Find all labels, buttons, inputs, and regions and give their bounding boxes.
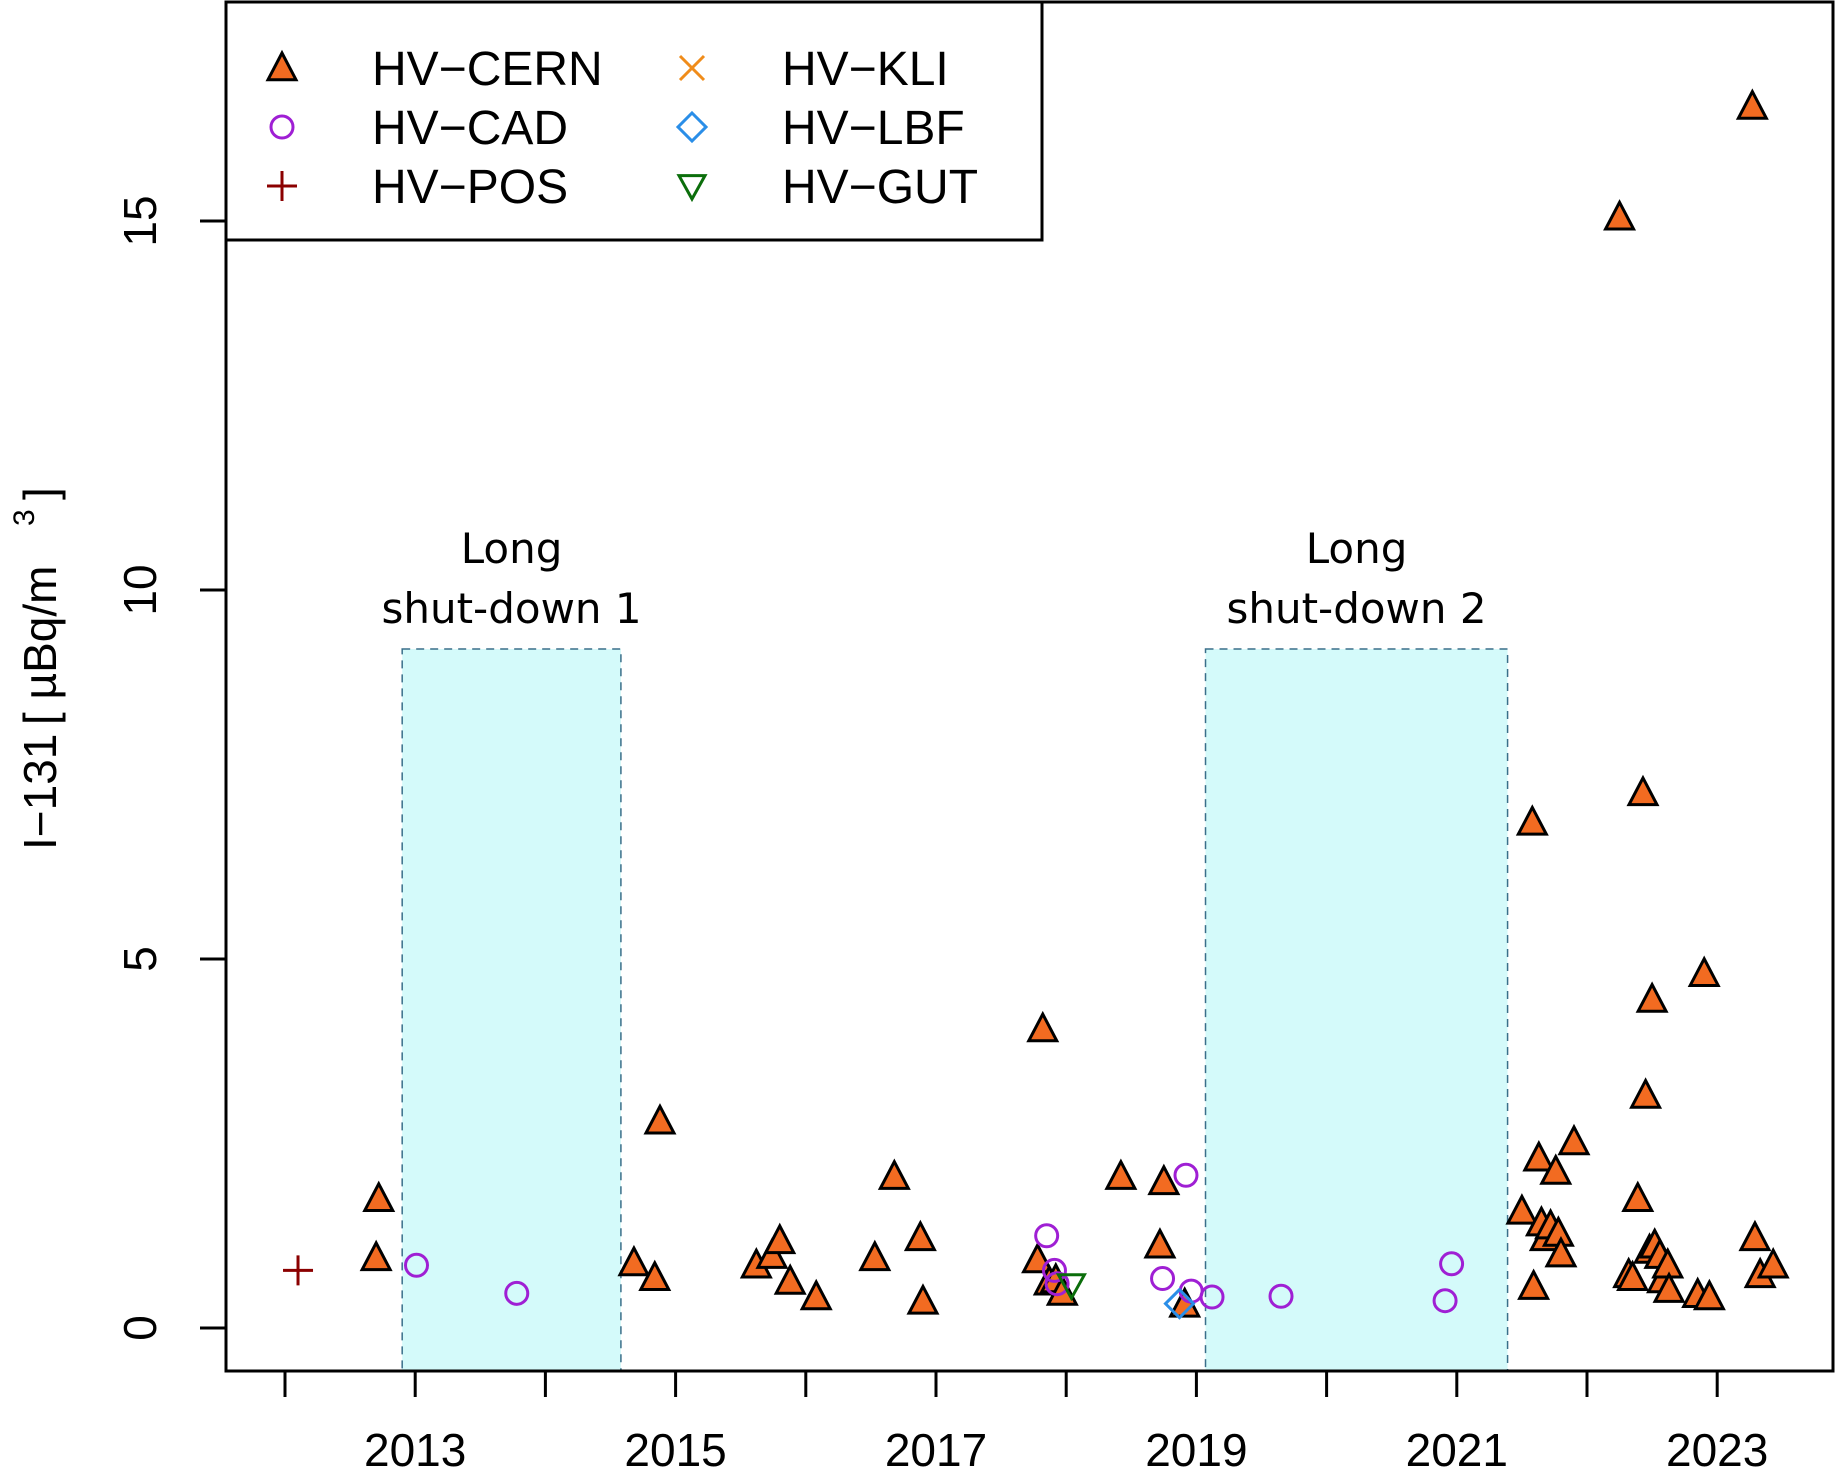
data-point-hvcern [1544,1235,1578,1268]
x-tick-label: 2023 [1666,1424,1768,1476]
data-point-hvcad [1432,1288,1458,1314]
shutdown-label-line1: Long [1306,524,1408,573]
data-point-hvcern [362,1180,396,1213]
data-point-hvcern [799,1278,833,1311]
data-point-hvcern [1143,1227,1177,1259]
data-point-hvcern [877,1158,911,1190]
data-point-hvcern [617,1244,651,1277]
data-point-hvcern [638,1259,672,1292]
data-point-hvcad [1044,1271,1070,1297]
data-point-hvcad [1439,1251,1465,1277]
legend-marker [269,114,295,140]
data-point-hvcern [1735,88,1769,120]
data-point-hvcern [1652,1271,1686,1303]
y-tick-label: 0 [114,1315,166,1341]
data-point-hvlbf [1163,1287,1196,1320]
legend-label: HV−LBF [782,102,965,155]
legend-label: HV−POS [372,161,568,214]
data-point-hvcern [359,1239,393,1272]
y-axis-title-main: I−131 [14,734,66,850]
legend-marker [265,49,299,82]
legend-marker [676,174,708,203]
y-tick-label: 15 [114,195,166,246]
data-point-hvcern [1026,1010,1060,1043]
legend-label: HV−CERN [372,43,603,96]
data-point-hvcad [1041,1257,1067,1283]
shutdown-region-2 [1204,648,1509,1372]
data-point-hvcern [1687,955,1721,987]
y-axis-title: I−131 [ µBq/m 3 ] [8,487,66,850]
data-point-hvcad [404,1252,430,1278]
data-point-hvcad [1173,1162,1199,1188]
x-tick-label: 2019 [1145,1424,1247,1476]
data-point-hvcern [1522,1140,1556,1172]
data-point-hvcad [504,1280,530,1306]
data-point-hvcern [1557,1123,1591,1156]
data-point-hvcern [858,1239,892,1272]
data-point-hvcern [1104,1158,1138,1190]
shutdown-label-line2: shut-down 2 [1226,584,1486,633]
data-point-hvcern [1616,1259,1650,1292]
data-point-hvcern [1515,804,1549,836]
data-point-hvcern [1517,1268,1551,1300]
shutdown-region-1 [401,648,622,1372]
x-tick-label: 2021 [1406,1424,1508,1476]
legend-label: HV−CAD [372,102,568,155]
data-point-hvpos [283,1255,314,1286]
data-point-hvcern [1539,1153,1573,1185]
data-point-hvcern [1635,981,1669,1013]
data-point-hvcern [1626,774,1660,807]
data-point-hvcern [1045,1274,1079,1306]
data-point-hvcad [1268,1283,1294,1309]
x-tick-label: 2013 [364,1424,466,1476]
legend-marker [267,171,297,201]
data-point-hvcern [906,1283,940,1315]
data-point-hvcern [1692,1278,1726,1311]
y-axis-title-unit: [ µBq/m [14,566,66,725]
y-tick-label: 10 [114,564,166,615]
data-point-hvcern [1738,1219,1772,1252]
region-labels: Long shut-down 1 Long shut-down 2 [381,524,1486,633]
y-axis-title-close: ] [14,487,66,500]
shutdown-label-line1: Long [461,524,563,573]
data-point-hvcern [643,1103,677,1135]
shutdown-label-line2: shut-down 1 [381,584,641,633]
x-axis: 2013 2015 2017 2019 2021 2023 [283,1371,1768,1476]
data-point-hvcern [903,1219,937,1252]
legend-box [224,0,1044,242]
y-tick-label: 5 [114,946,166,972]
legend-marker [675,110,709,144]
data-point-hvcern [1147,1163,1181,1196]
legend-label: HV−KLI [782,43,949,96]
data-point-hvcern [773,1263,807,1295]
shaded-regions [401,648,1509,1372]
y-axis-title-superscript: 3 [8,509,41,526]
legend-marker [678,54,706,82]
data-point-hvcad [1034,1223,1060,1249]
legend-label: HV−GUT [782,161,978,214]
data-point-hvcad [1199,1284,1225,1310]
data-point-hvcern [1621,1180,1655,1213]
y-axis: 0 5 10 15 [114,195,226,1341]
x-tick-label: 2017 [885,1424,987,1476]
data-point-hvcern [1603,199,1637,231]
data-point-hvcern [763,1222,797,1255]
legend: HV−CERN HV−CAD HV−POS HV−KLI HV−LBF HV−GUT [224,0,1044,242]
x-tick-label: 2015 [624,1424,726,1476]
data-point-hvcern [1629,1077,1663,1109]
data-point-hvgut [1055,1273,1087,1302]
data-point-hvcern [1505,1193,1539,1225]
data-points [283,88,1790,1320]
data-point-hvcern [1756,1247,1790,1279]
data-point-hvcad [1150,1266,1176,1292]
